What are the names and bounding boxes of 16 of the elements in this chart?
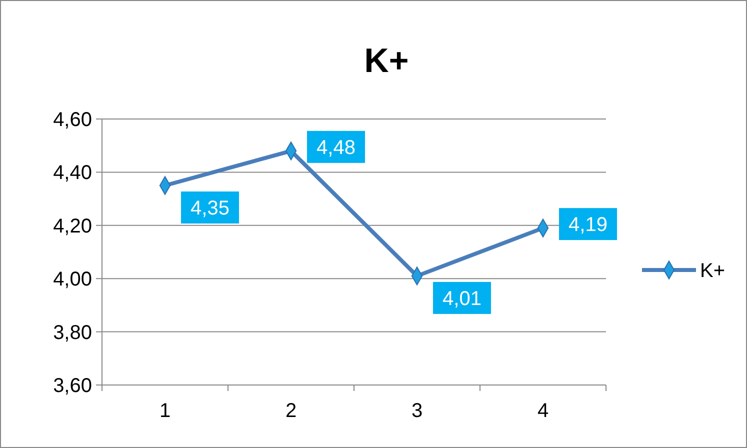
y-tick-label: 4,60 xyxy=(53,109,92,131)
y-tick-label: 3,80 xyxy=(53,322,92,344)
data-label: 4,01 xyxy=(442,288,482,310)
y-tick-label: 4,00 xyxy=(53,268,92,291)
y-tick-label: 4,20 xyxy=(53,215,92,238)
data-label: 4,35 xyxy=(190,198,230,220)
x-tick-label: 4 xyxy=(537,400,549,422)
data-label: 4,48 xyxy=(316,136,356,159)
data-label: 4,19 xyxy=(568,214,608,236)
chart-title: K+ xyxy=(364,42,409,80)
y-tick-label: 3,60 xyxy=(53,375,92,397)
legend-label: K+ xyxy=(700,260,726,282)
x-tick-label: 3 xyxy=(411,400,423,422)
x-tick-label: 2 xyxy=(285,400,297,422)
y-tick-label: 4,40 xyxy=(53,162,92,184)
x-tick-label: 1 xyxy=(159,400,171,422)
